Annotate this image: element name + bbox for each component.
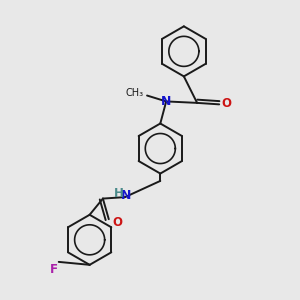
Text: O: O — [222, 97, 232, 110]
Text: O: O — [112, 216, 123, 229]
Text: CH₃: CH₃ — [125, 88, 143, 98]
Text: H: H — [114, 187, 123, 200]
Text: N: N — [121, 189, 132, 203]
Text: F: F — [50, 263, 58, 276]
Text: N: N — [161, 95, 171, 108]
